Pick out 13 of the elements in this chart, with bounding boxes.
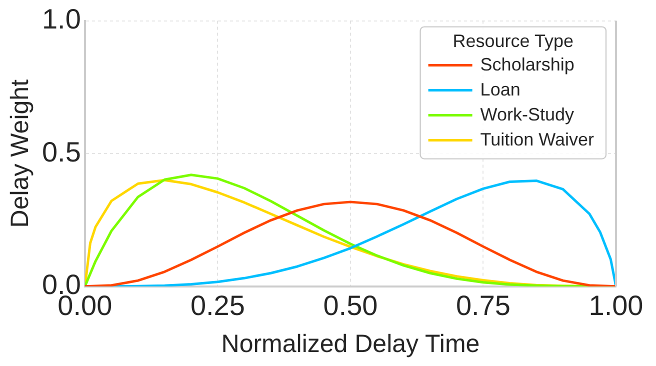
x-tick-label: 0.25 [190,290,245,321]
legend-label: Loan [480,79,520,100]
y-tick-label: 1.0 [42,4,81,35]
x-tick-label: 0.50 [323,290,378,321]
y-tick-label: 0.5 [42,136,81,168]
x-tick-label: 0.75 [456,290,510,321]
x-tick-label: 1.00 [588,290,644,321]
legend-label: Work-Study [480,104,574,124]
legend-label: Tuition Waiver [480,129,594,150]
y-axis-title: Delay Weight [6,79,34,228]
legend-label: Scholarship [480,54,574,74]
x-axis-title: Normalized Delay Time [221,330,480,358]
legend-title: Resource Type [452,30,574,51]
